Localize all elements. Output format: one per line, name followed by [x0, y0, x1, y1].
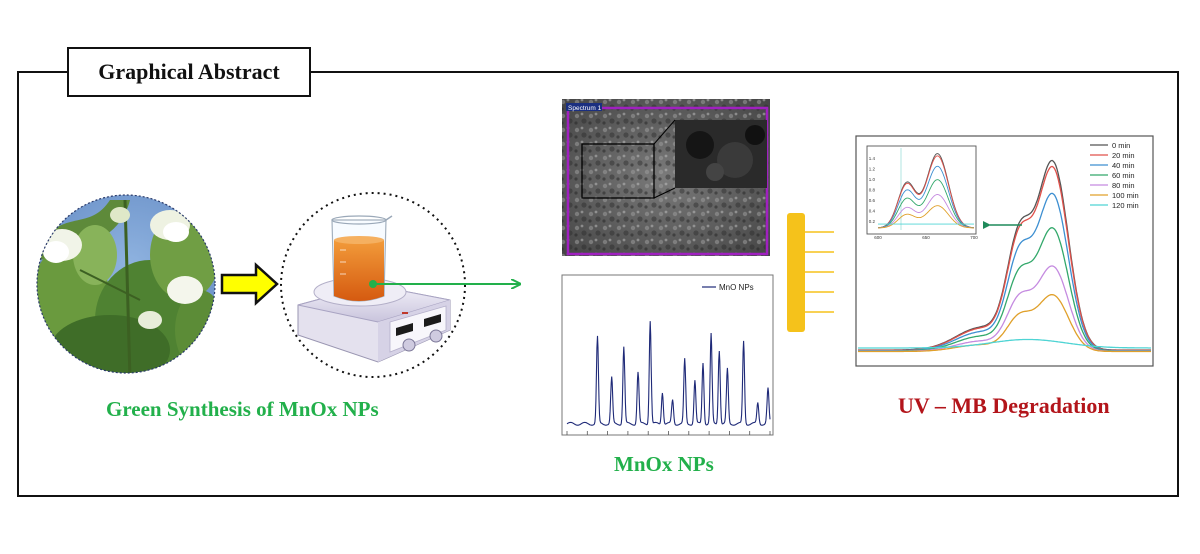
uv-legend-label: 80 min: [1112, 181, 1135, 190]
uv-series-120-min: [858, 338, 1151, 349]
uv-legend-label: 60 min: [1112, 171, 1135, 180]
plant-photo: [36, 194, 216, 374]
inset-x-tick: 700: [970, 235, 978, 240]
inset-y-tick: 0.6: [869, 198, 876, 203]
uv-series-100-min: [858, 294, 1151, 353]
uv-legend-label: 40 min: [1112, 161, 1135, 170]
inset-x-tick: 650: [922, 235, 930, 240]
uv-legend-label: 0 min: [1112, 141, 1130, 150]
uv-legend-label: 100 min: [1112, 191, 1139, 200]
uv-legend-label: 120 min: [1112, 201, 1139, 210]
inset-x-tick: 600: [874, 235, 882, 240]
bracket-connector: [787, 213, 834, 332]
inset-y-tick: 1.0: [869, 177, 876, 182]
sem-image: Spectrum 1: [562, 99, 770, 256]
process-arrow: [220, 262, 279, 306]
inset-series-80-min: [878, 194, 975, 229]
product-caption: MnOx NPs: [614, 452, 714, 476]
xrd-series-line: [566, 321, 771, 426]
xrd-legend: MnO NPs: [719, 283, 754, 292]
inset-y-tick: 0.8: [869, 188, 876, 193]
inset-y-tick: 0.2: [869, 219, 876, 224]
synthesis-caption: Green Synthesis of MnOx NPs: [106, 397, 379, 421]
xrd-chart: MnO NPs: [561, 274, 774, 436]
degradation-caption: UV – MB Degradation: [898, 393, 1110, 418]
inset-y-tick: 0.4: [869, 209, 876, 214]
uv-legend-label: 20 min: [1112, 151, 1135, 160]
graphical-abstract-frame: [17, 71, 1179, 497]
inset-y-tick: 1.2: [869, 167, 876, 172]
hotplate-beaker: [280, 192, 466, 378]
inset-series-40-min: [878, 165, 975, 229]
graphical-abstract-title: Graphical Abstract: [67, 47, 311, 97]
inset-series-60-min: [877, 179, 974, 229]
inset-series-20-min: [877, 155, 974, 229]
inset-y-tick: 1.4: [869, 156, 876, 161]
sem-label: Spectrum 1: [568, 105, 602, 112]
